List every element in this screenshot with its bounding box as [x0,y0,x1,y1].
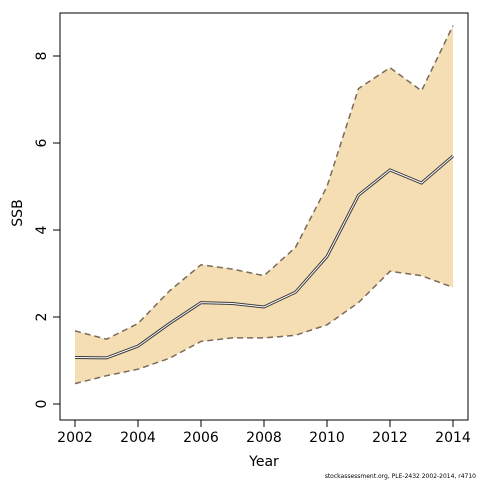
y-axis: 0 2 4 6 8 [34,52,60,409]
x-axis: 2002 2004 2006 2008 2010 2012 2014 [57,420,471,446]
y-axis-title: SSB [10,199,26,226]
lower-bound-line [74,270,454,385]
footer-credit: stockassessment.org, PLE-2432 2002-2014,… [325,473,476,480]
y-tick-label: 4 [34,225,50,234]
y-tick-label: 8 [34,52,50,61]
x-tick-label: 2010 [309,430,345,446]
y-tick-label: 0 [34,400,50,409]
x-tick-label: 2014 [435,430,471,446]
confidence-band [75,25,453,384]
x-tick-label: 2002 [57,430,93,446]
y-tick-label: 2 [34,313,50,322]
x-tick-label: 2012 [372,430,408,446]
estimate-line-highlight [74,155,454,359]
x-tick-label: 2006 [183,430,219,446]
y-tick-label: 6 [34,138,50,147]
x-tick-label: 2008 [246,430,282,446]
x-tick-label: 2004 [120,430,156,446]
x-axis-title: Year [248,454,279,470]
